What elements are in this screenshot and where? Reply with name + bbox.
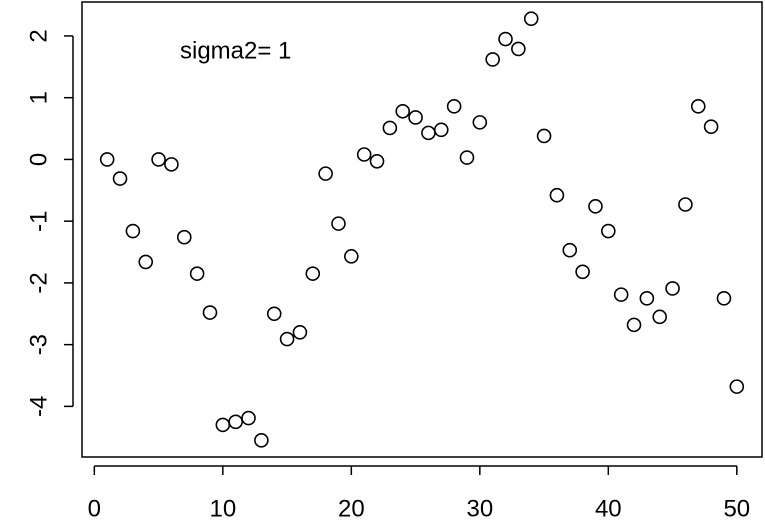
- x-tick-label: 10: [209, 495, 236, 522]
- point: [485, 52, 500, 67]
- point: [511, 41, 526, 57]
- y-tick-label: -1: [25, 210, 52, 231]
- point: [99, 152, 115, 167]
- point: [433, 122, 449, 138]
- point: [421, 125, 436, 141]
- y-tick-label: 1: [25, 91, 52, 104]
- point: [652, 309, 668, 325]
- point: [292, 324, 308, 340]
- point: [562, 242, 578, 258]
- point: [459, 150, 475, 165]
- x-tick-label: 50: [723, 495, 750, 522]
- point: [601, 223, 616, 239]
- x-tick-label: 30: [466, 495, 493, 522]
- point: [164, 157, 179, 172]
- point: [202, 305, 218, 320]
- y-tick-label: -2: [25, 272, 52, 293]
- point: [678, 197, 693, 212]
- point: [588, 199, 603, 214]
- point: [382, 120, 398, 136]
- point: [395, 103, 411, 119]
- point: [266, 306, 282, 322]
- y-tick-label: 2: [25, 29, 52, 42]
- point: [498, 31, 513, 47]
- point: [703, 119, 719, 135]
- point: [318, 166, 333, 181]
- plot-box: [81, 1, 763, 458]
- point: [575, 264, 590, 280]
- point: [215, 417, 231, 433]
- x-tick-label: 20: [338, 495, 365, 522]
- point: [536, 128, 552, 144]
- point: [523, 11, 539, 26]
- x-tick-label: 40: [595, 495, 622, 522]
- y-tick-label: 0: [25, 153, 52, 166]
- point: [331, 216, 346, 231]
- point: [729, 379, 745, 394]
- point: [241, 410, 256, 426]
- annotation: sigma2= 1: [180, 37, 291, 64]
- point: [176, 229, 192, 245]
- point: [189, 266, 205, 281]
- point: [138, 254, 154, 270]
- point: [369, 153, 385, 169]
- y-tick-label: -4: [25, 396, 52, 417]
- point: [228, 414, 243, 430]
- point: [254, 433, 269, 448]
- point: [305, 266, 321, 281]
- point: [446, 99, 462, 114]
- point: [639, 291, 655, 306]
- point: [472, 115, 488, 130]
- point: [151, 152, 166, 167]
- point: [665, 281, 680, 296]
- point: [125, 223, 141, 239]
- point: [549, 187, 565, 203]
- point: [279, 331, 295, 347]
- point: [690, 99, 706, 114]
- x-tick-label: 0: [88, 495, 101, 522]
- point: [626, 317, 642, 333]
- point: [112, 171, 128, 186]
- point: [408, 110, 423, 125]
- point: [356, 147, 372, 162]
- point: [344, 249, 359, 264]
- point: [716, 291, 732, 306]
- y-tick-label: -3: [25, 334, 52, 355]
- point: [613, 287, 629, 302]
